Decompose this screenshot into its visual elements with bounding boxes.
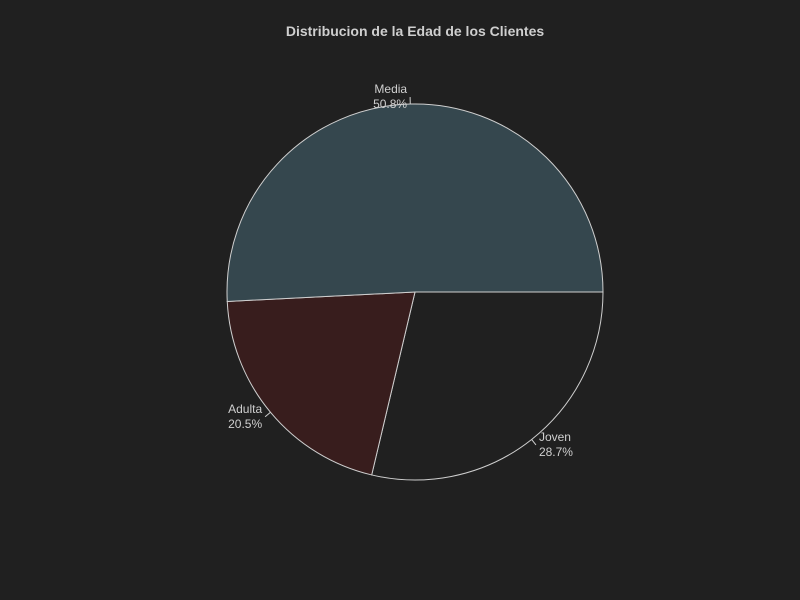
slice-percent-media: 50.8% xyxy=(373,97,407,111)
leader-line-adulta xyxy=(264,411,271,418)
slice-percent-adulta: 20.5% xyxy=(228,417,262,431)
slice-label-media: Media xyxy=(374,82,407,96)
slice-percent-joven: 28.7% xyxy=(539,445,573,459)
pie-slices xyxy=(226,103,604,481)
pie-slice-media xyxy=(226,103,604,302)
chart-title: Distribucion de la Edad de los Clientes xyxy=(286,23,544,39)
leader-line-joven xyxy=(531,439,537,446)
slice-label-adulta: Adulta xyxy=(228,402,262,416)
slice-label-joven: Joven xyxy=(539,430,571,444)
